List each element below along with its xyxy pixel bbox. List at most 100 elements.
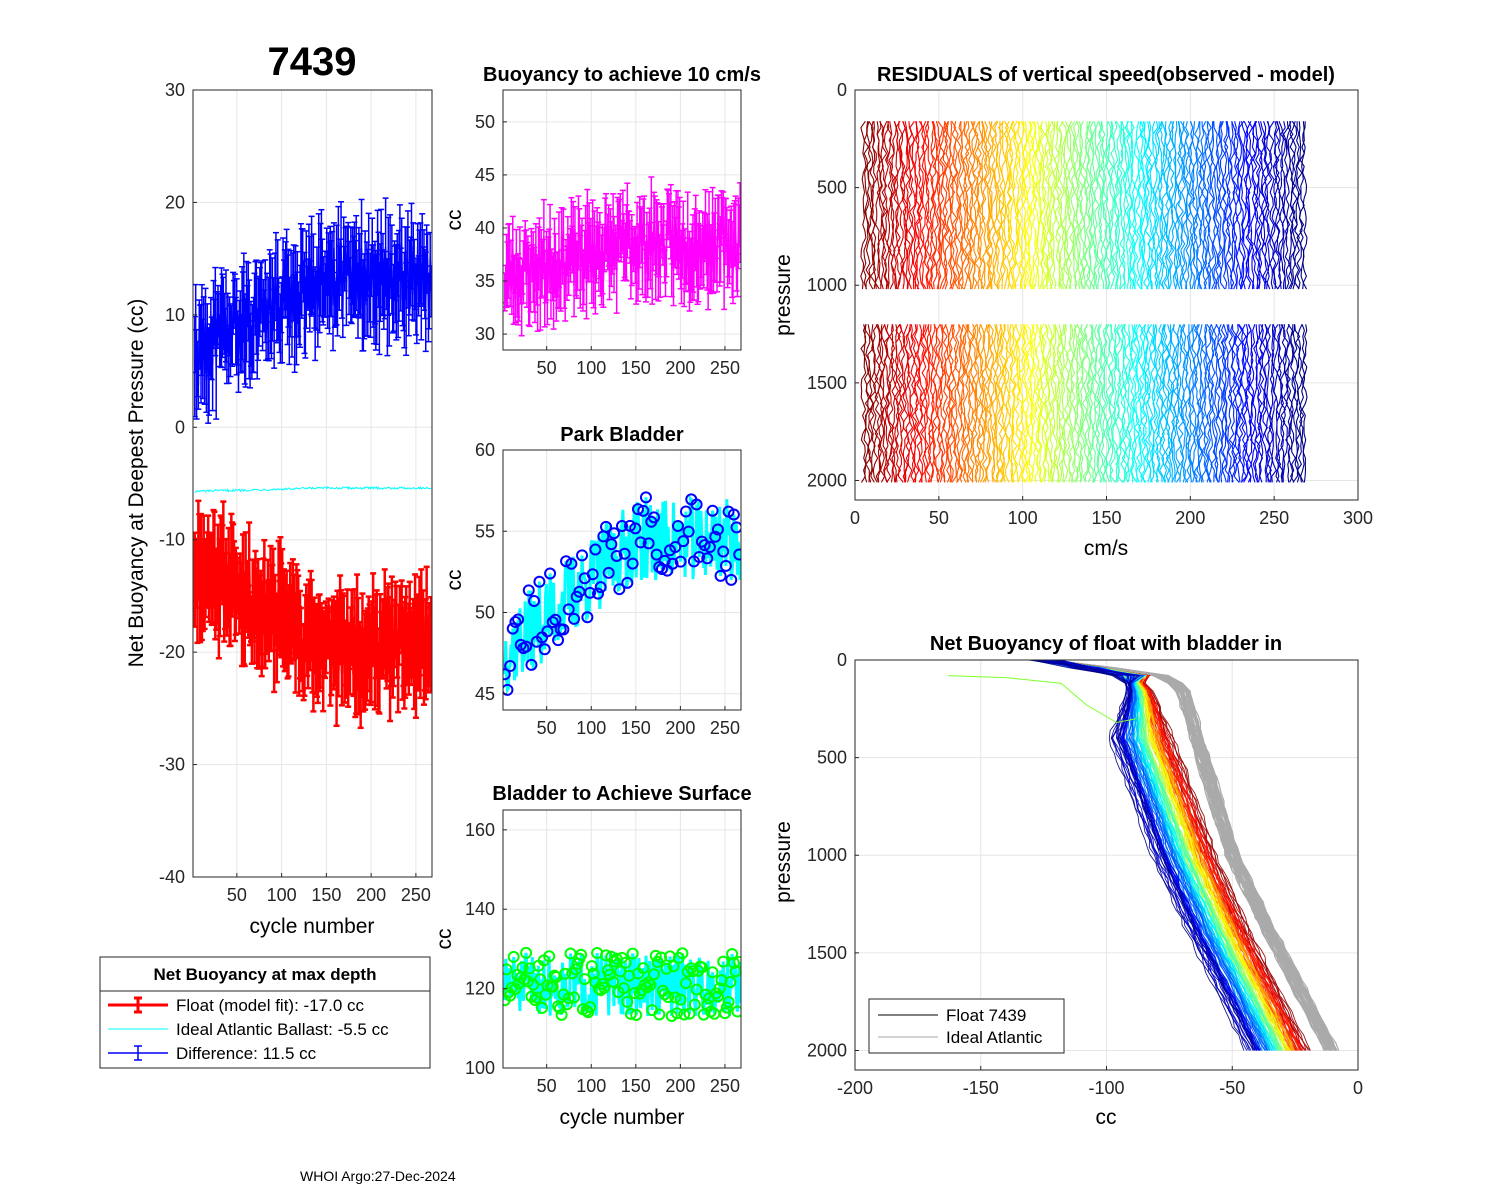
residual-trace (860, 120, 867, 290)
tick-label-x: 250 (401, 885, 431, 905)
data-point-marker (520, 946, 533, 959)
axes-box (502, 809, 742, 1069)
float-profile-line (1031, 660, 1256, 1051)
tick-label-y: 500 (817, 748, 847, 768)
data-point-marker (682, 525, 695, 538)
residual-trace (1093, 324, 1100, 483)
series-line (194, 242, 432, 386)
tick-label-y: 30 (475, 324, 495, 344)
data-point-marker (690, 498, 703, 511)
float-profile-line (1045, 660, 1303, 1051)
residual-trace (1123, 120, 1131, 290)
residual-trace (1037, 324, 1044, 483)
data-point-marker (711, 523, 724, 536)
residual-trace (1222, 121, 1229, 290)
residual-trace (1277, 120, 1285, 290)
residual-trace (1105, 120, 1112, 290)
legend-label: Ideal Atlantic Ballast: -5.5 cc (176, 1020, 389, 1039)
series-group (948, 660, 1340, 1051)
legend-label: Difference: 11.5 cc (176, 1044, 317, 1063)
tick-label-x: 50 (227, 885, 247, 905)
residual-trace (1144, 324, 1152, 483)
residual-trace (1161, 121, 1168, 290)
residual-trace (969, 324, 977, 483)
residual-trace (946, 324, 953, 483)
residual-trace (953, 324, 960, 483)
residual-trace (1056, 324, 1063, 483)
data-point-marker (557, 623, 570, 636)
y-axis-label: Net Buoyancy at Deepest Pressure (cc) (125, 299, 148, 668)
residual-trace (904, 121, 911, 290)
data-point-marker (560, 998, 573, 1011)
data-point-marker (666, 557, 679, 570)
residual-trace (969, 121, 977, 290)
data-point-marker (528, 594, 541, 607)
residual-trace (862, 324, 869, 483)
residual-trace (877, 324, 883, 483)
data-point-marker (568, 612, 581, 625)
residual-trace (1263, 324, 1271, 483)
residual-trace (1296, 324, 1303, 483)
residual-trace (981, 324, 988, 483)
data-point-marker (514, 638, 527, 651)
data-point-marker (719, 559, 732, 572)
residual-trace (923, 324, 930, 483)
residual-trace (1060, 324, 1068, 483)
residual-trace (944, 324, 951, 483)
data-point-marker (503, 683, 514, 696)
residual-trace (867, 120, 874, 290)
tick-label-y: 120 (465, 979, 495, 999)
residual-trace (1290, 324, 1297, 483)
residual-trace (1163, 121, 1170, 290)
residual-trace (962, 324, 970, 483)
data-point-marker (610, 549, 623, 562)
residual-trace (1102, 121, 1110, 290)
data-point-marker (678, 1008, 691, 1021)
residual-trace (1168, 121, 1175, 290)
data-point-marker (674, 555, 687, 568)
data-point-marker (598, 981, 611, 994)
residual-trace (1259, 324, 1266, 483)
residual-trace (925, 121, 932, 290)
residual-trace (1175, 121, 1182, 290)
data-point-marker (543, 950, 556, 963)
residual-trace (983, 324, 991, 483)
residual-trace (1044, 324, 1051, 483)
data-point-marker (578, 973, 591, 986)
tick-label-x: 100 (576, 718, 606, 738)
residual-trace (871, 121, 878, 290)
data-point-marker (676, 947, 689, 960)
data-point-marker (617, 982, 630, 995)
ideal-profile-line (1043, 660, 1332, 1051)
residual-trace (911, 324, 918, 483)
data-point-marker (719, 1007, 732, 1020)
residual-trace (958, 324, 965, 483)
tick-label-x: 200 (356, 885, 386, 905)
data-point-marker (538, 643, 551, 656)
legend-label: Float 7439 (946, 1006, 1026, 1025)
residual-trace (876, 121, 883, 290)
tick-label-y: 40 (475, 218, 495, 238)
data-point-marker (509, 616, 522, 629)
data-point-marker (677, 535, 690, 548)
chart-title: RESIDUALS of vertical speed(observed - m… (877, 64, 1335, 86)
footer-credit: WHOI Argo:27-Dec-2024 (300, 1168, 456, 1184)
float-profile-line (1031, 660, 1245, 1051)
ideal-profile-line (1050, 660, 1340, 1051)
residual-trace (1284, 324, 1291, 483)
y-axis-label: pressure (772, 254, 795, 336)
float-profile-line (1038, 660, 1309, 1051)
residual-trace (1042, 121, 1049, 290)
residual-trace (1037, 120, 1044, 290)
residual-trace (1068, 324, 1075, 483)
residual-trace (1242, 324, 1249, 483)
data-point-marker (613, 583, 626, 596)
data-point-marker (713, 982, 726, 995)
data-point-marker (536, 1001, 549, 1014)
residual-trace (930, 121, 937, 290)
float-profile-line (1048, 660, 1268, 1051)
data-point-marker (727, 956, 740, 969)
tick-labels: -200 -150 -100 -50 0 0 500 1000 1500 2000 (807, 650, 1363, 1098)
data-point-marker (701, 998, 714, 1011)
data-point-marker (621, 995, 634, 1008)
